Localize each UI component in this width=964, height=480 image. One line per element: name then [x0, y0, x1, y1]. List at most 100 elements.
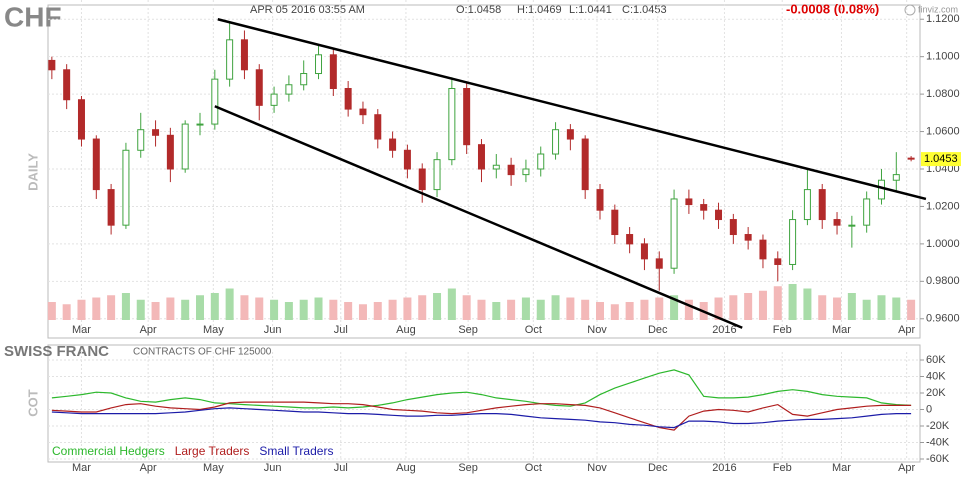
last-price-box — [921, 152, 961, 167]
candle-body — [122, 149, 130, 226]
volume-bar — [447, 288, 456, 320]
candle-body — [211, 78, 219, 125]
volume-bar — [670, 295, 679, 320]
candle-body — [507, 164, 515, 176]
x-tick-label: Apr — [140, 324, 157, 336]
candle-body — [744, 234, 752, 241]
volume-bar — [729, 295, 738, 320]
candle-body — [700, 204, 708, 211]
candle-body — [315, 54, 323, 75]
candle-body — [181, 123, 189, 170]
volume-bar — [877, 295, 886, 320]
y-tick-label: 0.9800 — [926, 275, 960, 287]
y-tick-label: 40K — [926, 370, 946, 382]
candle-body — [433, 159, 441, 191]
volume-bar — [196, 295, 204, 320]
volume-bar — [521, 297, 530, 320]
volume-bar — [344, 302, 353, 320]
candle-body — [389, 138, 397, 151]
candle-body — [848, 224, 856, 227]
x-tick-label: Dec — [648, 324, 668, 336]
volume-bar — [462, 295, 471, 320]
volume-bar — [551, 295, 560, 320]
y-tick-label: -20K — [926, 420, 950, 432]
volume-bar — [270, 299, 279, 320]
candle-body — [789, 219, 797, 265]
candle-body — [566, 129, 574, 140]
y-tick-label: 1.0600 — [926, 125, 960, 137]
candle-body — [907, 157, 915, 160]
logo-icon — [904, 4, 916, 16]
y-tick-label: 20K — [926, 387, 946, 399]
x-tick-label: May — [203, 462, 224, 474]
volume-bar — [107, 295, 116, 320]
volume-bar — [758, 290, 767, 320]
x-tick-label: Apr — [898, 462, 915, 474]
candle-body — [892, 174, 900, 181]
volume-bar — [492, 302, 501, 320]
candle-body — [418, 168, 426, 191]
x-tick-label: Aug — [396, 324, 416, 336]
volume-bar — [373, 302, 382, 320]
candle-body — [537, 153, 545, 170]
candle-body — [240, 39, 248, 71]
candle-body — [137, 129, 145, 151]
legend-entry: Large Traders — [175, 444, 250, 458]
x-tick-label: Oct — [525, 462, 542, 474]
volume-bar — [847, 293, 856, 320]
volume-bar — [507, 299, 516, 320]
x-tick-label: Mar — [832, 462, 851, 474]
volume-bar — [299, 299, 308, 320]
volume-bar — [77, 299, 86, 320]
price-frame — [47, 4, 921, 339]
x-tick-label: Oct — [525, 324, 542, 336]
candle-body — [344, 88, 352, 110]
volume-bar — [284, 302, 293, 320]
change: -0.0008 (0.08%) — [786, 1, 879, 16]
y-tick-label: 1.0800 — [926, 88, 960, 100]
y-tick-label: -60K — [926, 453, 950, 465]
volume-bar — [418, 295, 427, 320]
candle-body — [670, 198, 678, 269]
volume-bar — [62, 304, 71, 320]
candle-body — [492, 164, 500, 170]
ohlc-high: H:1.0469 — [517, 4, 562, 16]
cot-title: SWISS FRANC — [4, 343, 109, 360]
volume-bar — [210, 293, 219, 320]
x-tick-label: Jun — [264, 462, 282, 474]
volume-bar — [833, 297, 842, 320]
candle-body — [374, 114, 382, 140]
volume-bar — [907, 299, 916, 320]
volume-bar — [714, 297, 723, 320]
candle-body — [359, 108, 367, 116]
candle-body — [863, 198, 871, 226]
volume-bar — [744, 293, 753, 320]
volume-bar — [403, 297, 412, 320]
trendline — [217, 18, 927, 201]
x-tick-label: 2016 — [712, 462, 736, 474]
cot-frame — [47, 344, 921, 463]
x-tick-label: Apr — [898, 324, 915, 336]
x-tick-label: Apr — [140, 462, 157, 474]
candle-body — [463, 88, 471, 146]
volume-bar — [92, 297, 101, 320]
volume-bar — [655, 297, 664, 320]
y-tick-label: 1.1200 — [926, 13, 960, 25]
ohlc-low: L:1.0441 — [569, 4, 612, 16]
candle-body — [611, 209, 619, 236]
x-tick-label: Aug — [396, 462, 416, 474]
candle-body — [522, 168, 530, 176]
volume-bar — [181, 299, 190, 320]
y-tick-label: 1.0200 — [926, 200, 960, 212]
last-price-label: 1.0453 — [924, 153, 958, 165]
x-tick-label: Mar — [72, 462, 91, 474]
volume-bar — [225, 288, 234, 320]
volume-bar — [121, 293, 130, 320]
x-tick-label: Jun — [264, 324, 282, 336]
candle-body — [655, 258, 663, 269]
candle-body — [226, 39, 234, 80]
ohlc-open: O:1.0458 — [456, 4, 501, 16]
candle-body — [581, 138, 589, 191]
candle-body — [107, 189, 115, 226]
